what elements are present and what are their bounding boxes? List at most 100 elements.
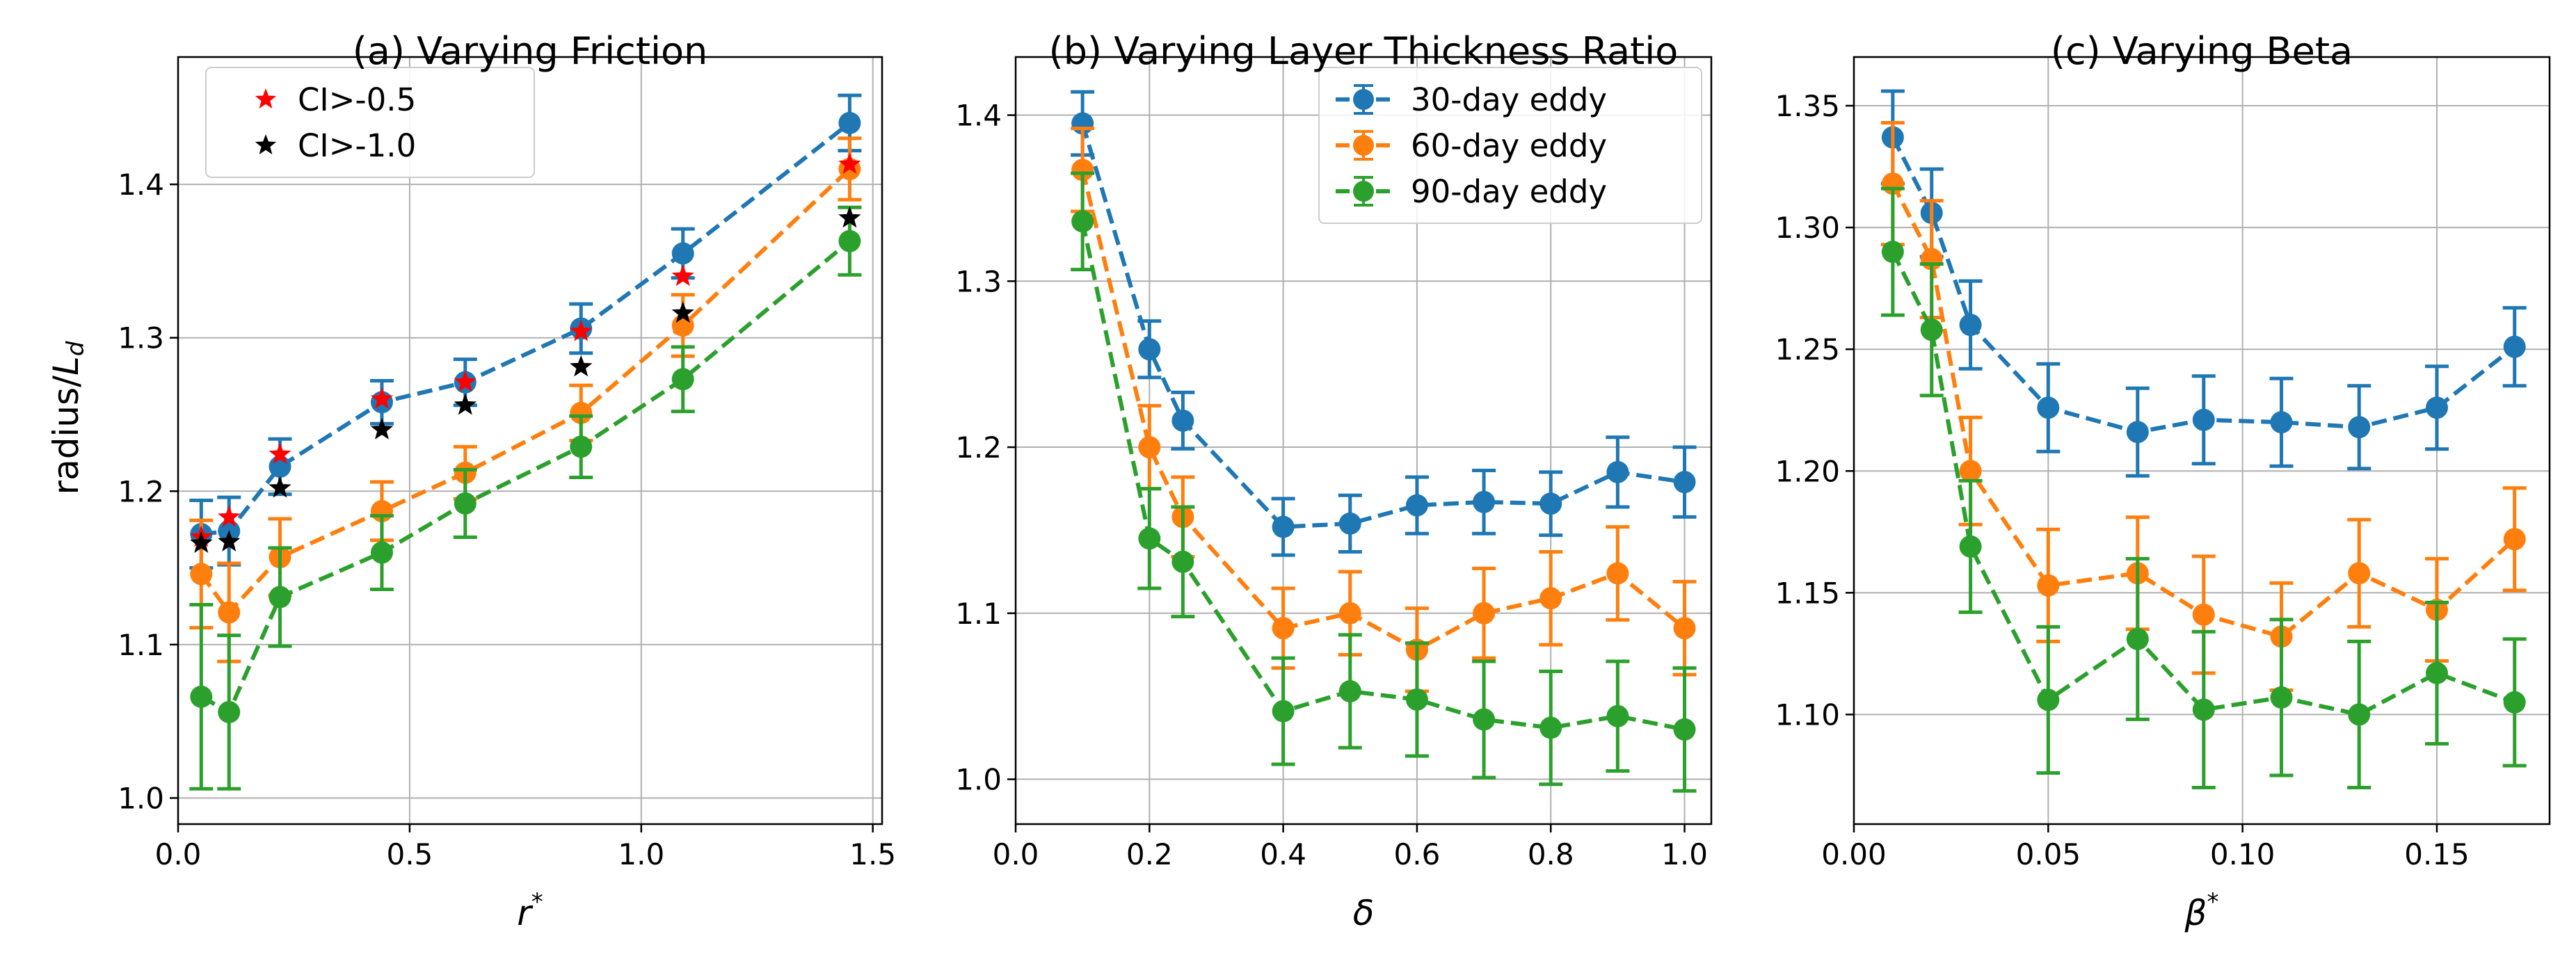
data-point: [2192, 698, 2215, 721]
star-marker: [269, 476, 291, 498]
chart-title: (b) Varying Layer Thickness Ratio: [1049, 29, 1679, 73]
x-tick-label: 1.0: [1661, 837, 1708, 871]
y-tick-label: 1.10: [1775, 698, 1840, 732]
series-b-blue: [1071, 90, 1697, 557]
subplot-b: 0.0 0.2 0.4 0.6 0.8 1.0 1.0 1.1 1.2 1.3 1.4 δ 30-day…: [955, 56, 1713, 933]
data-point: [1673, 471, 1696, 494]
data-point: [1405, 688, 1428, 711]
data-point: [1606, 460, 1629, 483]
series-line: [199, 167, 851, 616]
data-point: [218, 601, 241, 624]
data-point: [1959, 314, 1982, 337]
legend-a: CI>-0.5 CI>-1.0: [205, 67, 535, 178]
data-point: [269, 586, 291, 609]
data-point: [2503, 528, 2526, 551]
data-point: [1338, 680, 1361, 703]
stars-black: [190, 206, 861, 554]
data-point: [671, 242, 694, 265]
y-tick-label: 1.2: [955, 430, 1002, 465]
star-marker: [218, 530, 241, 551]
data-point: [570, 435, 593, 458]
axes-frame: [177, 56, 883, 825]
legend-marker-icon: [1353, 181, 1374, 202]
x-tick-label: 0.15: [2404, 837, 2470, 871]
y-tick-label: 1.20: [1775, 454, 1840, 488]
data-point: [1473, 602, 1496, 625]
y-tick-label: 1.35: [1775, 89, 1840, 123]
data-point: [1138, 338, 1161, 361]
star-marker: [269, 442, 291, 465]
data-point: [2425, 396, 2448, 419]
series-line: [1891, 136, 2516, 435]
x-tick-label: 0.2: [1126, 837, 1173, 871]
legend-star-icon: [255, 134, 277, 154]
y-axis-label-subscript: d: [62, 341, 90, 356]
star-marker: [838, 206, 861, 228]
legend-marker-icon: [1353, 89, 1374, 110]
y-tick-label: 1.25: [1775, 332, 1840, 366]
data-point: [1606, 704, 1629, 727]
data-point: [2425, 661, 2448, 684]
data-point: [218, 700, 241, 723]
y-tick-label: 1.4: [118, 168, 164, 202]
data-point: [570, 401, 593, 424]
star-marker: [671, 264, 694, 287]
y-tick-label: 1.4: [955, 99, 1002, 133]
y-tick-label: 1.3: [118, 321, 164, 355]
x-axis-superscript: *: [531, 888, 543, 916]
y-tick-label: 1.1: [118, 628, 164, 662]
data-point: [1272, 515, 1295, 538]
x-tick-label: 0.00: [1821, 837, 1887, 871]
x-tick-label: 0.6: [1394, 837, 1441, 871]
data-point: [2037, 574, 2060, 597]
legend-label: 90-day eddy: [1411, 173, 1607, 210]
x-tick-label: 1.5: [849, 837, 896, 871]
data-point: [1881, 241, 1904, 264]
data-point: [1473, 708, 1496, 731]
series-b-green: [1071, 171, 1697, 793]
series-line: [1080, 169, 1686, 652]
star-marker: [218, 505, 241, 527]
legend-label: CI>-0.5: [298, 81, 416, 118]
data-point: [1338, 512, 1361, 535]
data-point: [2126, 421, 2149, 444]
series-line: [1891, 182, 2516, 639]
legend-label: CI>-1.0: [298, 127, 416, 164]
x-axis-symbol: β: [2184, 893, 2207, 933]
chart-title: (a) Varying Friction: [353, 29, 708, 73]
data-point: [190, 685, 213, 708]
axes-frame: [1014, 56, 1713, 825]
data-point: [2348, 703, 2371, 726]
star-marker: [190, 531, 213, 554]
series-a-orange: [189, 136, 862, 663]
data-point: [1272, 700, 1295, 723]
star-marker: [454, 393, 477, 415]
data-point: [2348, 562, 2371, 585]
data-point: [1171, 550, 1194, 573]
legend-star-icon: [255, 88, 277, 108]
star-marker: [671, 301, 694, 323]
data-point: [1071, 210, 1094, 233]
x-tick-label: 1.0: [618, 837, 664, 871]
y-axis-label-text: radius/: [46, 376, 86, 495]
data-point: [1405, 494, 1428, 517]
x-tick-label: 0.5: [386, 837, 433, 871]
series-b-orange: [1071, 127, 1697, 693]
data-point: [2037, 688, 2060, 711]
series-a-green: [189, 205, 862, 791]
x-tick-label: 0.10: [2210, 837, 2275, 871]
legend-box: [1318, 67, 1702, 224]
data-point: [1138, 436, 1161, 459]
x-tick-label: 0.8: [1528, 837, 1574, 871]
series-line: [1891, 250, 2515, 717]
x-axis-superscript: *: [2207, 888, 2218, 916]
star-marker: [454, 370, 477, 392]
data-point: [671, 368, 694, 391]
data-point: [2348, 416, 2371, 439]
subplot-c: 0.00 0.05 0.10 0.15 1.10 1.15 1.20 1.25 1.30 1.35…: [1775, 56, 2551, 933]
legend-label: 60-day eddy: [1411, 127, 1607, 164]
data-point: [1539, 587, 1562, 610]
x-axis-label: β*: [2184, 888, 2219, 933]
series-line: [1080, 122, 1685, 529]
